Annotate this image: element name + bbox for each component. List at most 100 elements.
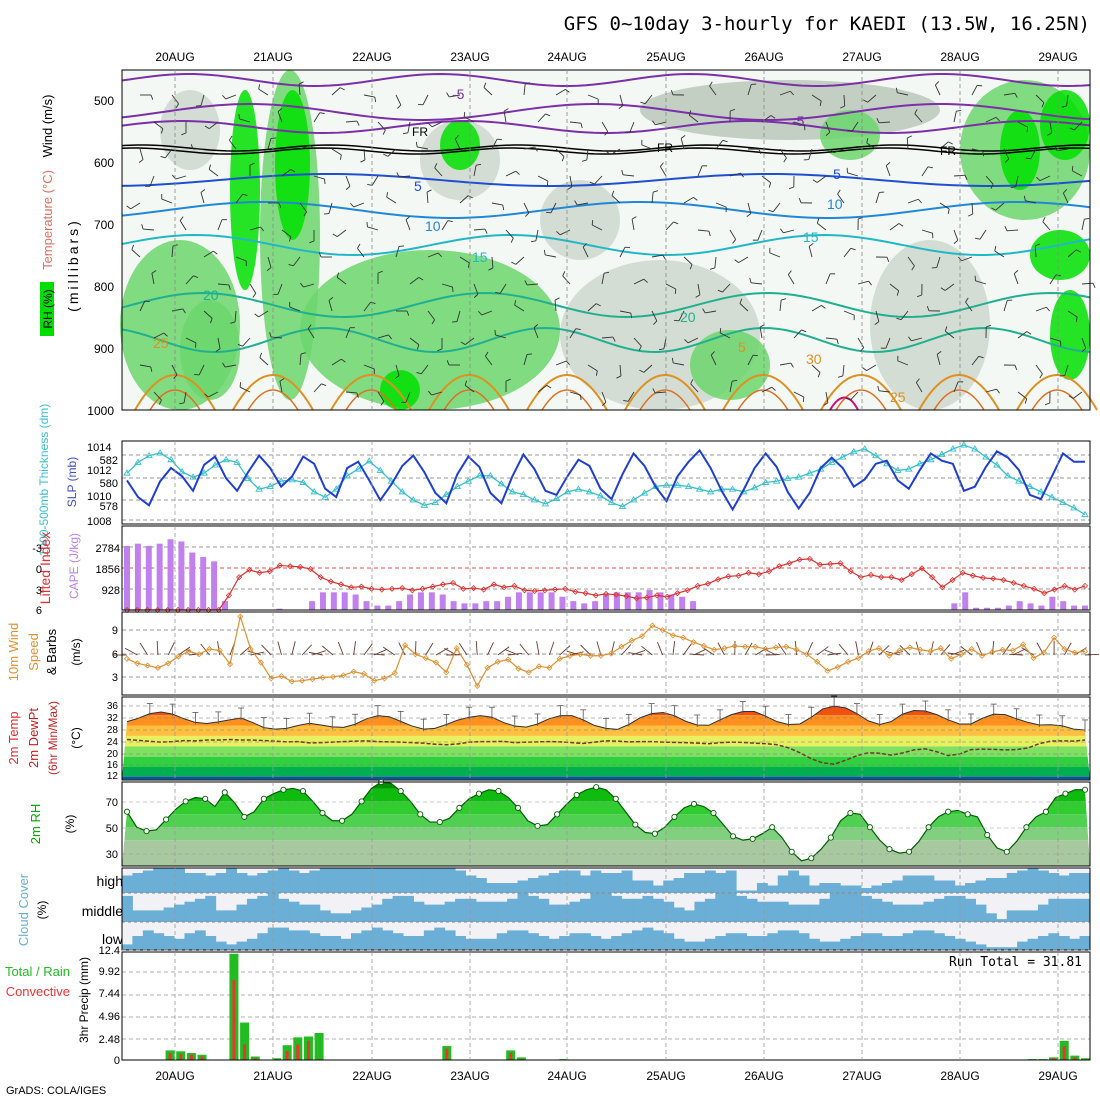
wind-barb (395, 246, 400, 258)
lifted-index-point (450, 579, 457, 587)
wind10-barb (475, 641, 478, 656)
cape-bar (417, 592, 424, 610)
wind10-barb (628, 652, 643, 656)
wind-barb (1049, 337, 1061, 342)
wind10-barb (641, 645, 653, 656)
wind-barb-flag (266, 267, 272, 271)
wind-barb (757, 229, 763, 241)
thickness-point (299, 478, 307, 485)
thickness-point (255, 485, 263, 492)
cloud-high-cell (194, 873, 206, 893)
cloud-middle-cell (350, 910, 362, 922)
cloud-high-cell (944, 880, 956, 893)
temp-band-4 (122, 725, 1090, 736)
wind-barb-flag (1068, 395, 1074, 399)
wind-barb-flag (693, 196, 698, 201)
wind-barb (689, 114, 699, 123)
date-bottom-3: 23AUG (450, 1069, 489, 1083)
cloud-low-cell (808, 938, 820, 950)
precip-tick-9-92: 9.92 (99, 966, 120, 978)
lifted-index-point (1020, 582, 1027, 589)
wind-barb (1017, 331, 1028, 339)
thickness-point (960, 441, 968, 448)
cloud-middle-cell (985, 913, 997, 922)
rh2m-point (260, 795, 267, 802)
wind10-speed-point (958, 651, 965, 658)
wind-barb (683, 256, 693, 265)
rh2m-tick-50: 50 (106, 823, 118, 835)
wind-barb (1081, 337, 1087, 349)
wind-barb (939, 202, 950, 210)
wind-barb-flag (406, 310, 410, 316)
wind10-speed-point (1040, 649, 1047, 656)
thickness-point (156, 449, 164, 456)
lifted-index-point (735, 572, 742, 579)
thickness-point (916, 459, 924, 467)
wind-barb (1057, 148, 1069, 152)
wind-barb-flag (808, 243, 814, 247)
wind-barb (591, 224, 603, 231)
cloud-middle-cell (1027, 910, 1039, 922)
cloud-high-cell (132, 873, 144, 893)
wind-barb-flag (546, 384, 552, 389)
cape-tick-2784: 2784 (96, 543, 120, 555)
thickness-point (453, 482, 462, 489)
thickness-point (949, 445, 957, 452)
cape-bar (1082, 605, 1088, 610)
thickness-point (288, 475, 296, 483)
cloud-low-cell (861, 933, 872, 950)
wind-barb-flag (1075, 316, 1078, 322)
wind-barb (975, 280, 987, 285)
cloud-low-cell (1058, 936, 1070, 950)
wind-barb-flag (561, 156, 565, 162)
precip-conv-bar (1052, 1058, 1056, 1060)
wind-barb-flag (131, 244, 135, 250)
precip-conv-bar (285, 1051, 289, 1060)
thickness-point (123, 469, 131, 476)
wind10-barb (878, 645, 890, 656)
wind-barb-flag (397, 104, 402, 109)
wind-barb (533, 327, 539, 339)
wind-barb (345, 391, 357, 394)
rh2m-point (984, 831, 991, 839)
wind-barb-flag (208, 164, 212, 170)
wind-barb-flag (374, 97, 377, 103)
wind-barb (1035, 364, 1043, 375)
wind-barb (427, 252, 439, 258)
wind-barb (258, 88, 269, 96)
wind-barb (833, 148, 845, 154)
wind-barb (866, 142, 877, 150)
cape-bar (973, 607, 980, 610)
wind-barb-flag (732, 239, 737, 244)
date-top-2: 22AUG (352, 50, 391, 64)
lifted-index-point (847, 568, 854, 575)
wind-barb-flag (269, 332, 272, 338)
precip-conv-bar (296, 1044, 300, 1060)
lifted-index-point (399, 585, 406, 592)
wind-barb (971, 202, 974, 215)
li-tick-0: 0 (36, 564, 42, 576)
wind-barb-flag (749, 277, 752, 283)
wind-barb (473, 283, 479, 295)
cloud-middle-cell (382, 898, 394, 922)
cloud-high-cell (840, 885, 852, 893)
thickness-point (750, 483, 759, 491)
lifted-index-point (755, 571, 762, 578)
thickness-point (651, 482, 660, 489)
cloud-low-cell (579, 933, 591, 950)
contour-10 (121, 201, 1091, 219)
wind-barb-flag (565, 360, 570, 366)
lifted-index-point (256, 569, 263, 576)
wind-barb (655, 391, 667, 394)
temp-tick-20: 20 (107, 749, 119, 760)
lifted-index-point (725, 573, 732, 580)
wind-barb-flag (179, 402, 185, 405)
wind-barb (610, 148, 621, 156)
wind-barb (473, 228, 485, 231)
wind-barb (298, 84, 301, 96)
wind-barb-flag (621, 169, 624, 175)
cloud-low-cell (1079, 936, 1091, 950)
wind-barb (817, 222, 827, 231)
wind10-ticks: 9 6 3 (112, 625, 118, 684)
cloud-high-cell (236, 873, 248, 893)
